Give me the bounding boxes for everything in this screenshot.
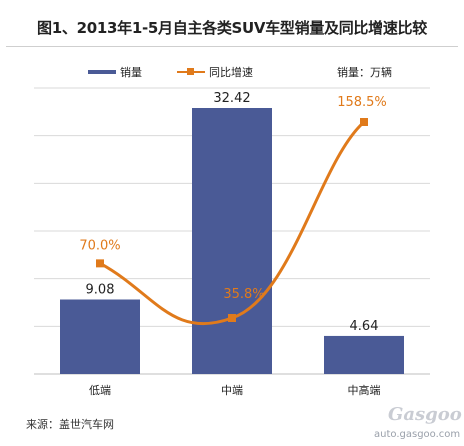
growth-value-label: 35.8% (223, 287, 264, 302)
growth-marker (96, 259, 104, 268)
growth-marker (228, 314, 236, 322)
legend-label-growth: 同比增速 (209, 66, 253, 79)
bar (192, 108, 272, 374)
growth-value-label: 70.0% (79, 238, 120, 253)
growth-value-label: 158.5% (337, 95, 387, 110)
bar (60, 299, 140, 374)
category-label: 中高端 (348, 383, 381, 397)
legend-label-sales: 销量 (120, 66, 142, 79)
category-label: 中端 (221, 384, 243, 397)
bar-value-label: 32.42 (213, 91, 250, 106)
unit-label: 销量：万辆 (337, 66, 392, 79)
source-note: 来源：盖世汽车网 (26, 418, 114, 431)
watermark-url: auto.gasgoo.com (374, 429, 461, 440)
legend-item-sales: 销量 (88, 64, 142, 80)
growth-line (99, 120, 365, 326)
bar-value-label: 9.08 (86, 283, 115, 298)
legend-swatch-growth (177, 68, 205, 76)
growth-marker (360, 118, 368, 126)
bar (324, 335, 404, 374)
legend-item-growth: 同比增速 (177, 64, 253, 80)
bar-value-label: 4.64 (350, 319, 379, 334)
legend-swatch-sales (88, 70, 116, 74)
category-label: 低端 (89, 384, 111, 397)
title-divider (6, 46, 458, 47)
watermark-brand: Gasgoo (388, 404, 462, 425)
watermark-logo: Gasgoo auto.gasgoo.com (370, 404, 464, 442)
chart-title: 图1、2013年1-5月自主各类SUV车型销量及同比增速比较 (37, 19, 427, 37)
